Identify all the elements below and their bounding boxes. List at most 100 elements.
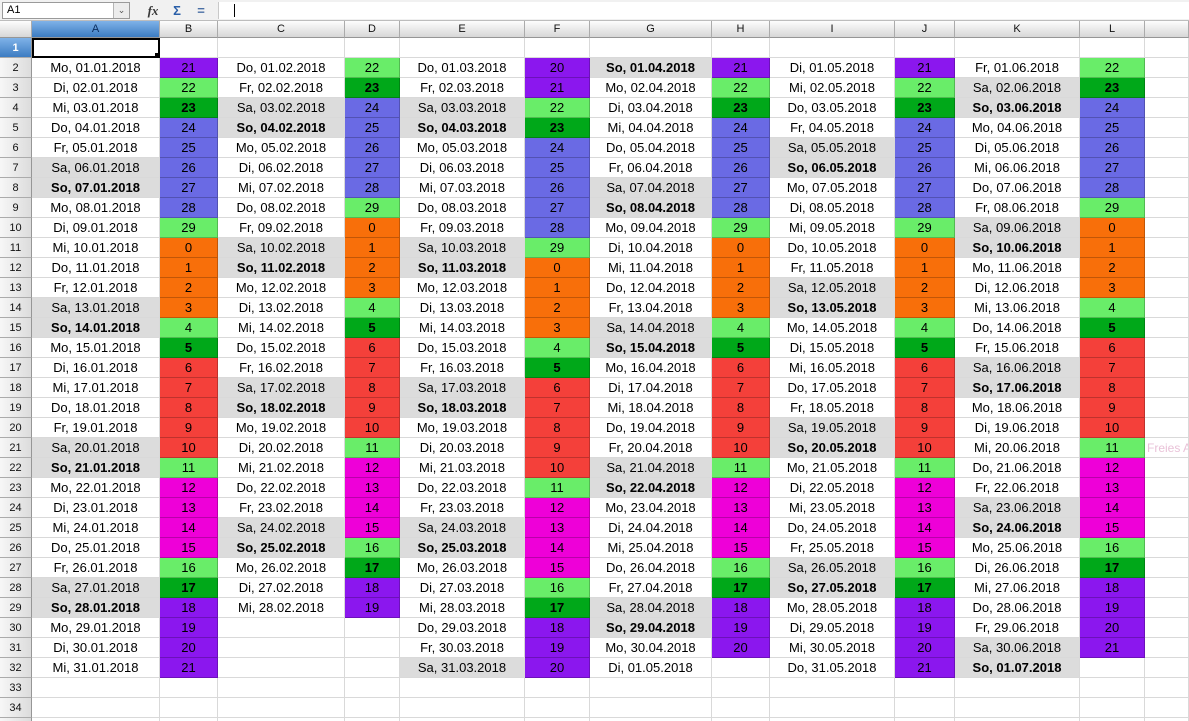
cell-M1[interactable]	[1145, 38, 1189, 58]
date-cell-G29[interactable]: Sa, 28.04.2018	[590, 598, 712, 618]
date-cell-G19[interactable]: Mi, 18.04.2018	[590, 398, 712, 418]
date-cell-I29[interactable]: Mo, 28.05.2018	[770, 598, 895, 618]
date-cell-K27[interactable]: Di, 26.06.2018	[955, 558, 1080, 578]
cell-K1[interactable]	[955, 38, 1080, 58]
cell-C30[interactable]	[218, 618, 345, 638]
date-cell-K11[interactable]: So, 10.06.2018	[955, 238, 1080, 258]
cell-E35[interactable]	[400, 718, 525, 721]
moon-number-cell-J2[interactable]: 21	[895, 58, 955, 78]
moon-number-cell-H15[interactable]: 4	[712, 318, 770, 338]
moon-number-cell-H9[interactable]: 28	[712, 198, 770, 218]
moon-number-cell-L19[interactable]: 9	[1080, 398, 1145, 418]
moon-number-cell-B15[interactable]: 4	[160, 318, 218, 338]
cell-A34[interactable]	[32, 698, 160, 718]
cell-M12[interactable]	[1145, 258, 1189, 278]
moon-number-cell-D27[interactable]: 17	[345, 558, 400, 578]
date-cell-C25[interactable]: Sa, 24.02.2018	[218, 518, 345, 538]
moon-number-cell-F20[interactable]: 8	[525, 418, 590, 438]
date-cell-G23[interactable]: So, 22.04.2018	[590, 478, 712, 498]
moon-number-cell-J23[interactable]: 12	[895, 478, 955, 498]
date-cell-I13[interactable]: Sa, 12.05.2018	[770, 278, 895, 298]
moon-number-cell-D19[interactable]: 9	[345, 398, 400, 418]
moon-number-cell-L31[interactable]: 21	[1080, 638, 1145, 658]
date-cell-E14[interactable]: Di, 13.03.2018	[400, 298, 525, 318]
moon-number-cell-F3[interactable]: 21	[525, 78, 590, 98]
date-cell-E21[interactable]: Di, 20.03.2018	[400, 438, 525, 458]
cell-E33[interactable]	[400, 678, 525, 698]
date-cell-K12[interactable]: Mo, 11.06.2018	[955, 258, 1080, 278]
moon-number-cell-J29[interactable]: 18	[895, 598, 955, 618]
date-cell-I6[interactable]: Sa, 05.05.2018	[770, 138, 895, 158]
moon-number-cell-B28[interactable]: 17	[160, 578, 218, 598]
date-cell-E13[interactable]: Mo, 12.03.2018	[400, 278, 525, 298]
date-cell-K32[interactable]: So, 01.07.2018	[955, 658, 1080, 678]
cell-M18[interactable]	[1145, 378, 1189, 398]
col-header-F[interactable]: F	[525, 21, 590, 38]
moon-number-cell-F19[interactable]: 7	[525, 398, 590, 418]
date-cell-K10[interactable]: Sa, 09.06.2018	[955, 218, 1080, 238]
col-header-M[interactable]	[1145, 21, 1189, 38]
cell-K35[interactable]	[955, 718, 1080, 721]
moon-number-cell-L25[interactable]: 15	[1080, 518, 1145, 538]
overflow-note-text[interactable]: Freies Ar	[1145, 438, 1189, 458]
date-cell-E5[interactable]: So, 04.03.2018	[400, 118, 525, 138]
moon-number-cell-D24[interactable]: 14	[345, 498, 400, 518]
moon-number-cell-L24[interactable]: 14	[1080, 498, 1145, 518]
moon-number-cell-H21[interactable]: 10	[712, 438, 770, 458]
date-cell-I12[interactable]: Fr, 11.05.2018	[770, 258, 895, 278]
date-cell-K22[interactable]: Do, 21.06.2018	[955, 458, 1080, 478]
moon-number-cell-J18[interactable]: 7	[895, 378, 955, 398]
date-cell-K21[interactable]: Mi, 20.06.2018	[955, 438, 1080, 458]
cell-J33[interactable]	[895, 678, 955, 698]
moon-number-cell-L20[interactable]: 10	[1080, 418, 1145, 438]
cell-D1[interactable]	[345, 38, 400, 58]
date-cell-K28[interactable]: Mi, 27.06.2018	[955, 578, 1080, 598]
date-cell-C14[interactable]: Di, 13.02.2018	[218, 298, 345, 318]
date-cell-G27[interactable]: Do, 26.04.2018	[590, 558, 712, 578]
date-cell-E24[interactable]: Fr, 23.03.2018	[400, 498, 525, 518]
moon-number-cell-L6[interactable]: 26	[1080, 138, 1145, 158]
moon-number-cell-H10[interactable]: 29	[712, 218, 770, 238]
cell-A35[interactable]	[32, 718, 160, 721]
date-cell-E20[interactable]: Mo, 19.03.2018	[400, 418, 525, 438]
moon-number-cell-B6[interactable]: 25	[160, 138, 218, 158]
moon-number-cell-H27[interactable]: 16	[712, 558, 770, 578]
date-cell-I25[interactable]: Do, 24.05.2018	[770, 518, 895, 538]
row-header-35[interactable]	[0, 718, 32, 721]
moon-number-cell-H3[interactable]: 22	[712, 78, 770, 98]
col-header-L[interactable]: L	[1080, 21, 1145, 38]
date-cell-G14[interactable]: Fr, 13.04.2018	[590, 298, 712, 318]
moon-number-cell-F8[interactable]: 26	[525, 178, 590, 198]
cell-I33[interactable]	[770, 678, 895, 698]
date-cell-C23[interactable]: Do, 22.02.2018	[218, 478, 345, 498]
moon-number-cell-B19[interactable]: 8	[160, 398, 218, 418]
cell-H1[interactable]	[712, 38, 770, 58]
moon-number-cell-J7[interactable]: 26	[895, 158, 955, 178]
row-header-18[interactable]: 18	[0, 378, 32, 398]
date-cell-C9[interactable]: Do, 08.02.2018	[218, 198, 345, 218]
moon-number-cell-H12[interactable]: 1	[712, 258, 770, 278]
moon-number-cell-L4[interactable]: 24	[1080, 98, 1145, 118]
cell-M29[interactable]	[1145, 598, 1189, 618]
date-cell-K20[interactable]: Di, 19.06.2018	[955, 418, 1080, 438]
date-cell-A6[interactable]: Fr, 05.01.2018	[32, 138, 160, 158]
row-header-3[interactable]: 3	[0, 78, 32, 98]
cell-M25[interactable]	[1145, 518, 1189, 538]
moon-number-cell-B20[interactable]: 9	[160, 418, 218, 438]
cell-F34[interactable]	[525, 698, 590, 718]
moon-number-cell-J16[interactable]: 5	[895, 338, 955, 358]
date-cell-G6[interactable]: Do, 05.04.2018	[590, 138, 712, 158]
date-cell-C21[interactable]: Di, 20.02.2018	[218, 438, 345, 458]
moon-number-cell-F12[interactable]: 0	[525, 258, 590, 278]
date-cell-C3[interactable]: Fr, 02.02.2018	[218, 78, 345, 98]
moon-number-cell-F27[interactable]: 15	[525, 558, 590, 578]
date-cell-K19[interactable]: Mo, 18.06.2018	[955, 398, 1080, 418]
cell-M9[interactable]	[1145, 198, 1189, 218]
moon-number-cell-J3[interactable]: 22	[895, 78, 955, 98]
cell-M3[interactable]	[1145, 78, 1189, 98]
moon-number-cell-J15[interactable]: 4	[895, 318, 955, 338]
date-cell-I5[interactable]: Fr, 04.05.2018	[770, 118, 895, 138]
date-cell-K17[interactable]: Sa, 16.06.2018	[955, 358, 1080, 378]
date-cell-I2[interactable]: Di, 01.05.2018	[770, 58, 895, 78]
date-cell-A21[interactable]: Sa, 20.01.2018	[32, 438, 160, 458]
